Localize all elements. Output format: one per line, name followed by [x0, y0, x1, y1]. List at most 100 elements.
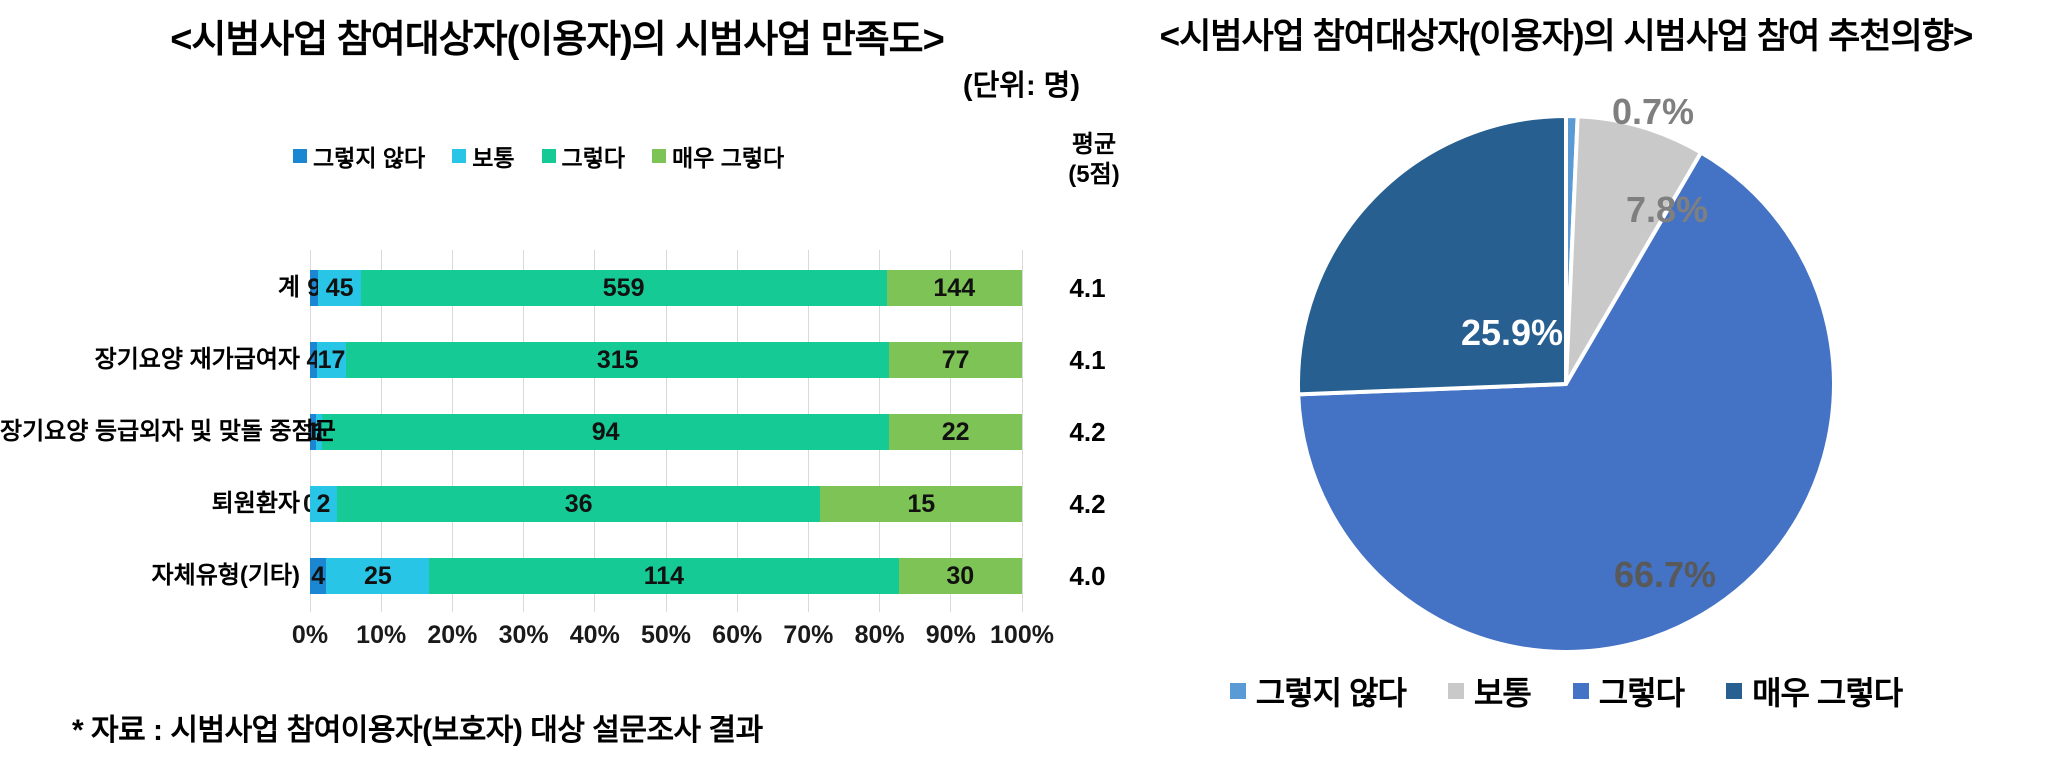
x-tick-label: 0% [291, 621, 329, 649]
bar-value-label: 15 [907, 490, 936, 518]
legend-item: 그렇다 [541, 139, 626, 173]
x-tick-label: 60% [712, 621, 763, 649]
stacked-bar: 023615 [303, 486, 1022, 522]
bar-segment: 36 [336, 486, 821, 522]
bar-segment: 114 [429, 558, 899, 594]
x-tick-label: 50% [640, 621, 692, 649]
category-label: 계 [277, 274, 300, 301]
x-tick-label: 10% [356, 621, 407, 649]
bar-segment: 144 [886, 270, 1022, 306]
average-value: 4.2 [1069, 417, 1106, 447]
average-column-header: 평균 (5점) [1068, 131, 1120, 188]
pie-chart-legend: 그렇지 않다 보통 그렇다 매우 그렇다 [1150, 668, 1982, 714]
bar-segment: 4 [310, 558, 327, 594]
bar-chart-title: <시범사업 참여대상자(이용자)의 시범사업 만족도> [170, 19, 945, 61]
bar-value-label: 30 [946, 562, 975, 590]
source-footnote: * 자료 : 시범사업 참여이용자(보호자) 대상 설문조사 결과 [72, 714, 763, 747]
bar-value-label: 315 [596, 346, 639, 374]
bar-segment: 559 [360, 270, 887, 306]
unit-note: (단위: 명) [962, 70, 1080, 102]
legend-label: 보통 [1473, 675, 1532, 711]
bar-segment: 2 [310, 486, 337, 522]
bar-segment: 45 [318, 270, 361, 306]
legend-label: 그렇다 [1598, 675, 1685, 711]
x-tick-label: 100% [990, 621, 1054, 649]
legend-swatch-icon [1229, 683, 1246, 699]
bar-segment: 22 [889, 414, 1022, 450]
pie-percent-label: 0.7% [1611, 91, 1695, 132]
pie-legend-item: 매우 그렇다 [1726, 668, 1903, 714]
bar-segment: 77 [889, 342, 1022, 378]
legend-label: 그렇다 [561, 145, 626, 171]
stacked-bar: 4 17 315 77 [307, 342, 1022, 378]
stacked-bar: 4 25 114 30 [310, 558, 1022, 594]
x-tick-label: 80% [854, 621, 905, 649]
x-tick-label: 30% [498, 621, 549, 649]
bar-value-label: 36 [564, 490, 593, 518]
average-value: 4.0 [1069, 561, 1106, 591]
pie-percent-label: 25.9% [1460, 312, 1564, 353]
bar-value-label: 114 [643, 562, 685, 590]
bar-segment: 94 [322, 414, 890, 450]
average-value: 4.1 [1069, 273, 1106, 303]
bar-segment: 17 [316, 342, 347, 378]
bar-value-label: 9 [307, 274, 322, 302]
legend-label: 매우 그렇다 [1752, 675, 1903, 711]
legend-label: 그렇지 않다 [1255, 675, 1407, 711]
bar-value-label: 144 [933, 274, 976, 302]
pie-percent-label: 66.7% [1613, 554, 1717, 595]
legend-label: 매우 그렇다 [672, 145, 785, 171]
bar-value-label: 25 [363, 562, 392, 590]
x-tick-label: 40% [569, 621, 620, 649]
legend-item: 매우 그렇다 [652, 139, 784, 173]
bar-value-label: 2 [316, 490, 331, 518]
bar-value-label: 94 [591, 418, 620, 446]
stacked-bar: 9 45 559 144 [307, 270, 1022, 306]
legend-item: 보통 [452, 139, 515, 173]
legend-swatch-icon [452, 149, 467, 163]
legend-swatch-icon [1726, 683, 1743, 699]
recommendation-pie-chart-panel: <시범사업 참여대상자(이용자)의 시범사업 참여 추천의향> 0.7% 7.8%… [1150, 0, 2048, 781]
x-tick-label: 90% [925, 621, 976, 649]
category-label: 자체유형(기타) [151, 562, 300, 589]
bar-value-label: 45 [325, 274, 354, 302]
bar-plot-area: 9455591444173157711942202361542511430 [303, 250, 1023, 612]
gridline [1021, 250, 1023, 612]
legend-swatch-icon [1572, 683, 1589, 699]
category-label: 퇴원환자 [211, 490, 300, 517]
pie-legend-item: 그렇지 않다 [1229, 668, 1407, 714]
bar-value-label: 4 [311, 562, 326, 590]
legend-swatch-icon [1447, 683, 1464, 699]
bar-value-label: 17 [317, 346, 346, 374]
pie-chart [1286, 104, 1846, 664]
bar-segment: 315 [346, 342, 890, 378]
pie-svg [1296, 113, 1836, 654]
pie-percent-label: 7.8% [1625, 189, 1709, 230]
bar-value-label: 559 [602, 274, 645, 302]
legend-item: 그렇지 않다 [293, 139, 425, 173]
pie-chart-title: <시범사업 참여대상자(이용자)의 시범사업 참여 추천의향> [1159, 17, 1974, 56]
x-tick-label: 20% [427, 621, 478, 649]
category-label: 장기요양 재가급여자 [94, 346, 300, 373]
x-tick-label: 70% [783, 621, 834, 649]
legend-swatch-icon [293, 149, 307, 163]
bar-segment: 15 [820, 486, 1022, 522]
pie-slice [1564, 114, 1704, 386]
x-axis: 0% 10% 20% 30% 40% 50% 60% 70% 80% 90% 100% [292, 621, 1054, 655]
bar-segment: 30 [898, 558, 1022, 594]
legend-swatch-icon [652, 149, 667, 163]
pie-slice [1296, 114, 1568, 397]
bar-segment: 9 [307, 270, 322, 306]
average-value: 4.1 [1069, 345, 1106, 375]
bar-segment: 4 [307, 342, 320, 378]
pie-legend-item: 보통 [1447, 668, 1532, 714]
bar-value-label: 77 [941, 346, 970, 374]
bar-value-label: 22 [941, 418, 970, 446]
bar-chart-legend: 그렇지 않다 보통 그렇다 매우 그렇다 [293, 139, 784, 173]
pie-slice [1296, 150, 1836, 654]
pie-legend-item: 그렇다 [1572, 668, 1685, 714]
satisfaction-bar-chart-panel: <시범사업 참여대상자(이용자)의 시범사업 만족도> (단위: 명) 그렇지 … [0, 19, 1120, 747]
legend-label: 그렇지 않다 [313, 145, 426, 171]
average-value: 4.2 [1069, 489, 1106, 519]
